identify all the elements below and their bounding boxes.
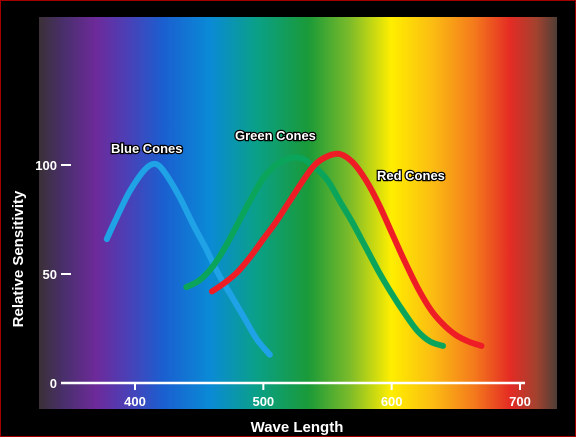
y-tick-label: 50 xyxy=(43,267,57,282)
x-tick-label: 700 xyxy=(509,394,531,409)
y-tick-label: 100 xyxy=(35,158,57,173)
series-label-red-cones: Red Cones xyxy=(377,168,445,183)
series-layer xyxy=(103,150,485,358)
x-tick-label: 400 xyxy=(124,394,146,409)
series-line-red-cones xyxy=(209,150,485,349)
series-line-blue-cones xyxy=(103,160,273,358)
series-label-blue-cones: Blue Cones xyxy=(111,141,183,156)
x-axis-title: Wave Length xyxy=(251,419,344,436)
series-label-green-cones: Green Cones xyxy=(235,128,316,143)
x-tick-label: 600 xyxy=(381,394,403,409)
y-axis-title: Relative Sensitivity xyxy=(10,190,27,327)
y-ticks: 0 50 100 xyxy=(35,158,71,391)
x-tick-label: 500 xyxy=(252,394,274,409)
x-ticks: 400 500 600 700 xyxy=(124,383,531,409)
y-tick-label: 0 xyxy=(50,376,57,391)
